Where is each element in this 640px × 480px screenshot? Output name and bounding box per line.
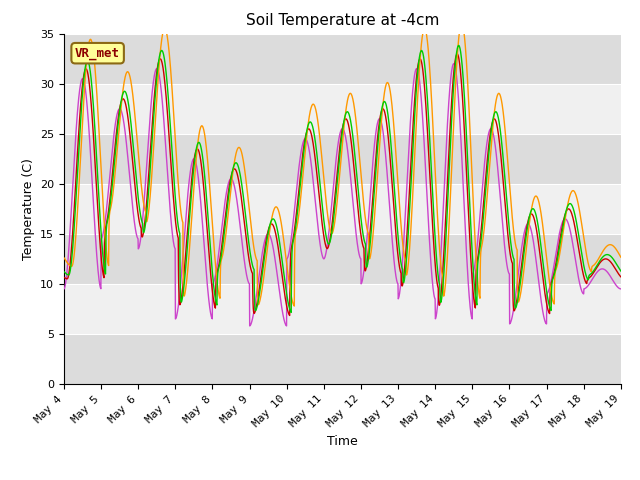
Bar	[64, 234, 621, 284]
Y-axis label: Temperature (C): Temperature (C)	[22, 158, 35, 260]
Bar	[64, 134, 621, 184]
Bar	[64, 334, 621, 384]
Bar	[64, 284, 621, 334]
X-axis label: Time: Time	[327, 435, 358, 448]
Bar	[64, 184, 621, 234]
Bar	[64, 34, 621, 84]
Bar	[64, 84, 621, 134]
Title: Soil Temperature at -4cm: Soil Temperature at -4cm	[246, 13, 439, 28]
Text: VR_met: VR_met	[75, 47, 120, 60]
